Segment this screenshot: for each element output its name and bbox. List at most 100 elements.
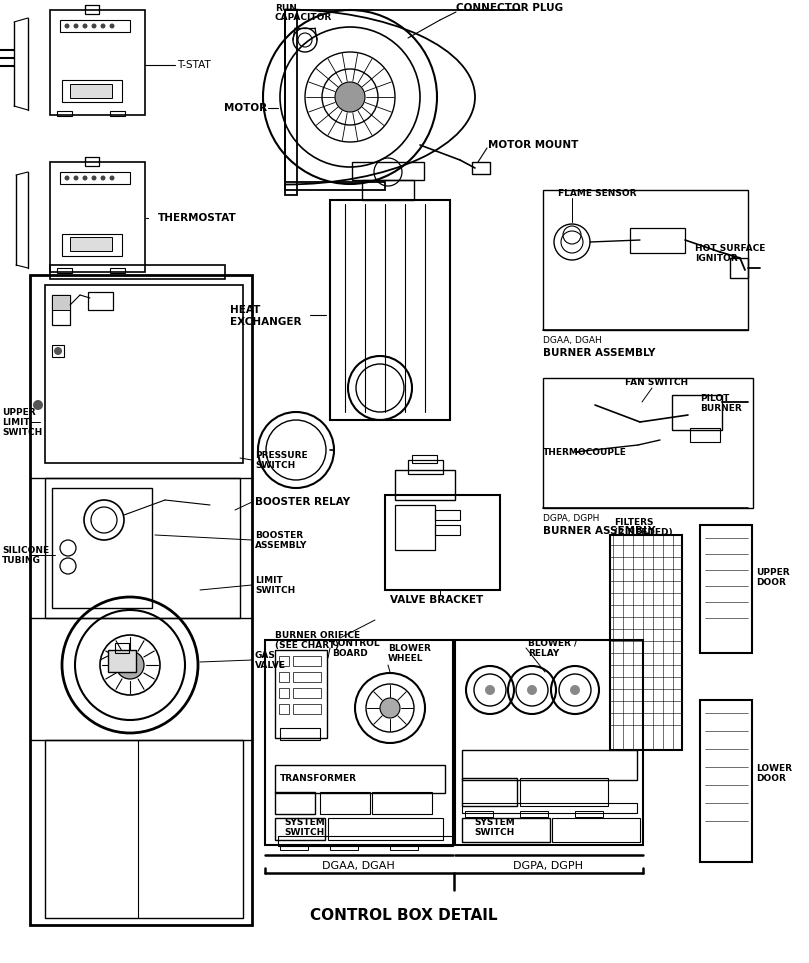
Bar [110, 111, 125, 116]
Bar [520, 811, 548, 817]
Circle shape [91, 23, 96, 29]
Bar [278, 836, 453, 846]
Bar [265, 640, 453, 845]
Bar [610, 535, 682, 750]
Bar [45, 285, 243, 463]
Circle shape [83, 175, 87, 180]
Bar [330, 200, 450, 420]
Text: GAS: GAS [255, 650, 276, 660]
Bar [730, 258, 748, 278]
Text: RELAY: RELAY [528, 648, 559, 658]
Bar [275, 765, 445, 793]
Text: BURNER ORIFICE: BURNER ORIFICE [275, 631, 360, 639]
Bar [50, 10, 145, 115]
Bar [52, 295, 70, 310]
Text: LOWER: LOWER [756, 764, 792, 772]
Text: HEAT: HEAT [230, 305, 260, 315]
Circle shape [116, 651, 144, 679]
Bar [45, 478, 240, 618]
Bar [280, 844, 308, 850]
Bar [30, 275, 252, 925]
Text: SILICONE: SILICONE [2, 545, 49, 555]
Circle shape [33, 400, 43, 410]
Bar [57, 268, 72, 273]
Bar [115, 643, 129, 653]
Circle shape [100, 23, 105, 29]
Circle shape [100, 175, 105, 180]
Bar [395, 505, 435, 550]
Bar [465, 811, 493, 817]
Bar [435, 510, 460, 520]
Text: HOT SURFACE: HOT SURFACE [695, 244, 765, 252]
Bar [62, 80, 122, 102]
Circle shape [54, 347, 62, 355]
Bar [52, 345, 64, 357]
Text: DGPA, DGPH: DGPA, DGPH [513, 861, 583, 871]
Text: FLAME SENSOR: FLAME SENSOR [558, 189, 637, 197]
Bar [293, 672, 321, 682]
Bar [700, 525, 752, 653]
Bar [520, 778, 608, 806]
Text: UPPER: UPPER [756, 567, 790, 577]
Bar [385, 495, 500, 590]
Bar [275, 792, 315, 814]
Text: TRANSFORMER: TRANSFORMER [279, 773, 357, 783]
Text: SWITCH: SWITCH [2, 428, 42, 436]
Bar [85, 157, 99, 166]
Bar [62, 234, 122, 256]
Text: IGNITOR: IGNITOR [695, 253, 738, 263]
Circle shape [335, 82, 365, 112]
Text: DOOR: DOOR [756, 578, 786, 586]
Bar [690, 428, 720, 442]
Bar [462, 750, 637, 780]
Bar [543, 190, 748, 330]
Text: SWITCH: SWITCH [255, 586, 295, 594]
Bar [280, 728, 320, 740]
Text: BURNER: BURNER [700, 403, 742, 412]
Bar [50, 265, 225, 279]
Circle shape [74, 175, 78, 180]
Bar [328, 818, 443, 840]
Circle shape [65, 23, 70, 29]
Bar [279, 688, 289, 698]
Circle shape [91, 175, 96, 180]
Text: WHEEL: WHEEL [388, 654, 423, 663]
Bar [110, 268, 125, 273]
Text: CAPACITOR: CAPACITOR [275, 13, 332, 21]
Text: BLOWER /: BLOWER / [528, 638, 578, 647]
Bar [285, 182, 385, 190]
Circle shape [570, 685, 580, 695]
Text: TUBING: TUBING [2, 556, 41, 564]
Bar [88, 292, 113, 310]
Text: UPPER: UPPER [2, 407, 36, 417]
Bar [372, 792, 432, 814]
Bar [60, 20, 130, 32]
Circle shape [380, 698, 400, 718]
Text: SWITCH: SWITCH [475, 827, 515, 837]
Text: BOARD: BOARD [332, 648, 368, 658]
Bar [552, 818, 640, 842]
Text: BURNER ASSEMBLY: BURNER ASSEMBLY [543, 348, 655, 358]
Text: THERMOSTAT: THERMOSTAT [158, 213, 237, 223]
Bar [279, 656, 289, 666]
Bar [543, 378, 753, 508]
Text: PILOT: PILOT [700, 394, 730, 403]
Bar [472, 162, 490, 174]
Bar [57, 111, 72, 116]
Bar [395, 470, 455, 500]
Bar [52, 295, 70, 325]
Circle shape [527, 685, 537, 695]
Bar [462, 778, 517, 806]
Bar [352, 162, 424, 180]
Text: CONTROL BOX DETAIL: CONTROL BOX DETAIL [310, 907, 498, 923]
Text: ASSEMBLY: ASSEMBLY [255, 540, 307, 550]
Text: EXCHANGER: EXCHANGER [230, 317, 302, 327]
Text: CONNECTOR PLUG: CONNECTOR PLUG [456, 3, 563, 13]
Bar [293, 688, 321, 698]
Bar [575, 811, 603, 817]
Bar [275, 650, 327, 738]
Text: THERMOCOUPLE: THERMOCOUPLE [543, 448, 627, 456]
Bar [412, 455, 437, 463]
Bar [630, 228, 685, 253]
Bar [462, 818, 550, 842]
